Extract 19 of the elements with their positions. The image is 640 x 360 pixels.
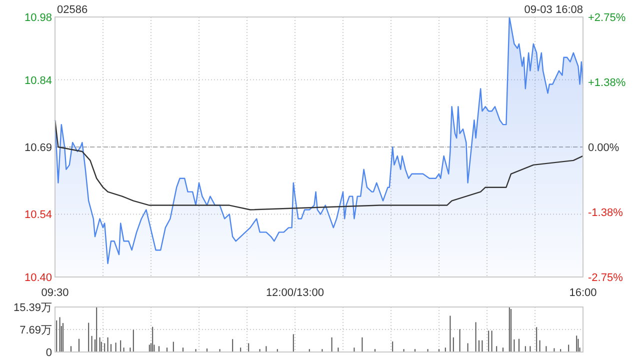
- y-tick-label: 10.54: [24, 209, 52, 222]
- x-tick-label: 16:00: [569, 287, 597, 299]
- y-tick-label: 10.84: [24, 74, 52, 87]
- line-series: [54, 120, 584, 210]
- chart-title: 02586: [57, 4, 88, 16]
- x-tick-label: 09:30: [41, 287, 69, 299]
- y2-tick-label: +2.75%: [588, 12, 626, 24]
- x-tick-label: 12:00/13:00: [266, 287, 324, 299]
- y-tick-label: 0: [46, 347, 52, 359]
- y-tick-label: 10.40: [24, 272, 52, 284]
- y-tick-label: 15.39万: [13, 302, 52, 314]
- y-tick-label: 10.69: [24, 142, 52, 154]
- y-tick-label: 10.98: [24, 12, 52, 24]
- y-tick-label: 7.69万: [20, 324, 52, 337]
- y2-tick-label: -2.75%: [588, 272, 624, 284]
- y2-tick-label: +1.38%: [588, 76, 626, 89]
- y2-tick-label: -1.38%: [588, 207, 624, 220]
- chart-subtitle: 09-03 16:08: [524, 4, 583, 16]
- y2-tick-label: 0.00%: [588, 142, 620, 154]
